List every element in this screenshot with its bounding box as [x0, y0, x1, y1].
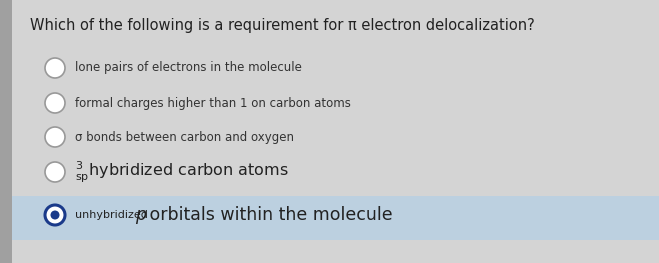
- Ellipse shape: [51, 210, 59, 220]
- Text: p: p: [135, 206, 146, 224]
- Bar: [0, 0, 12, 263]
- Text: formal charges higher than 1 on carbon atoms: formal charges higher than 1 on carbon a…: [75, 97, 351, 109]
- Ellipse shape: [45, 162, 65, 182]
- Ellipse shape: [45, 93, 65, 113]
- Text: $\mathregular{_{sp}^{3}}$hybridized carbon atoms: $\mathregular{_{sp}^{3}}$hybridized carb…: [75, 159, 289, 185]
- Text: Which of the following is a requirement for π electron delocalization?: Which of the following is a requirement …: [30, 18, 534, 33]
- Text: orbitals within the molecule: orbitals within the molecule: [144, 206, 393, 224]
- Text: lone pairs of electrons in the molecule: lone pairs of electrons in the molecule: [75, 62, 302, 74]
- Ellipse shape: [45, 205, 65, 225]
- Ellipse shape: [45, 127, 65, 147]
- Bar: [12, 196, 659, 240]
- Text: σ bonds between carbon and oxygen: σ bonds between carbon and oxygen: [75, 130, 294, 144]
- Text: unhybridized: unhybridized: [75, 210, 152, 220]
- Ellipse shape: [45, 58, 65, 78]
